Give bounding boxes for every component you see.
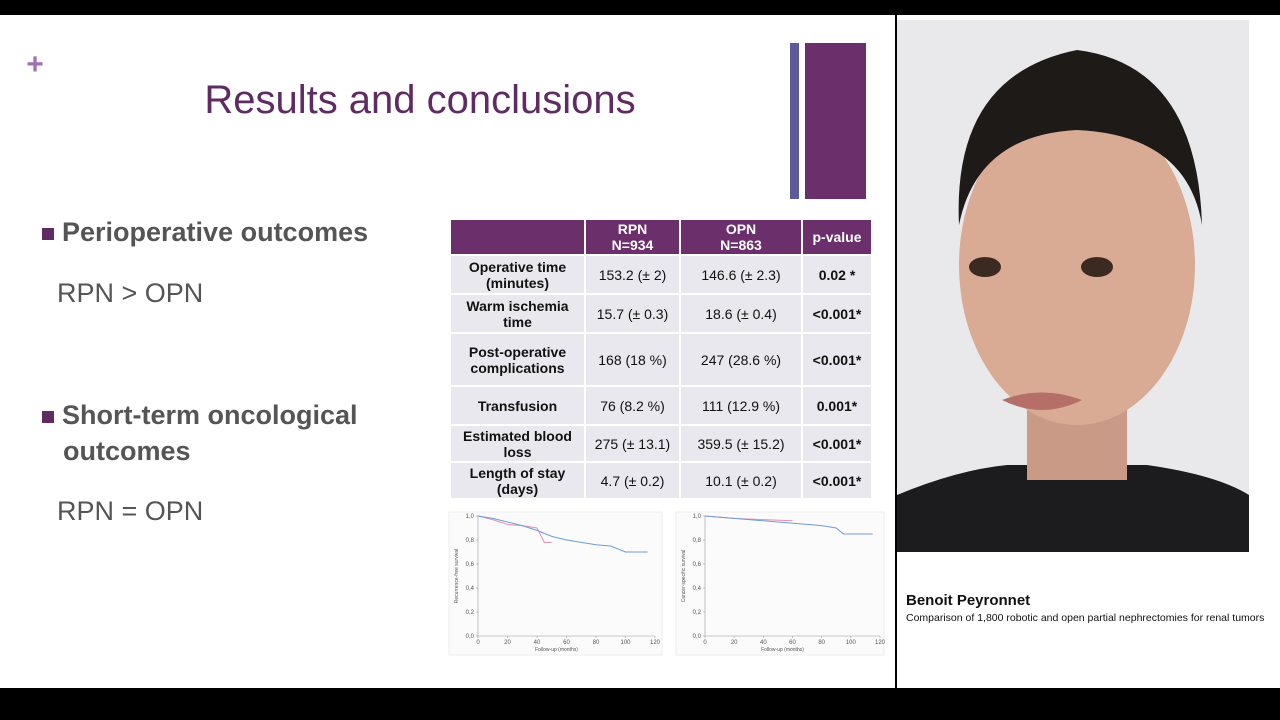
table-row: Post-operative complications 168 (18 %) 24… <box>449 332 873 387</box>
header-n: N=934 <box>611 237 654 253</box>
table-cell: <0.001* <box>801 424 873 463</box>
x-axis-label: Follow-up (months) <box>535 647 578 653</box>
table-cell: 18.6 (± 0.4) <box>679 293 803 334</box>
y-tick-label: 0,2 <box>466 610 475 616</box>
header-n: N=863 <box>720 237 762 253</box>
bullet-text: RPN > OPN <box>57 278 204 308</box>
x-tick-label: 40 <box>534 640 541 646</box>
table-row: Estimated blood loss 275 (± 13.1) 359.5 (±… <box>449 424 873 463</box>
table-cell: 0.02 * <box>801 254 873 295</box>
bullet-marker <box>42 410 54 423</box>
survival-line <box>704 515 873 535</box>
table-row: Warm ischemia time 15.7 (± 0.3) 18.6 (± 0.… <box>449 293 873 334</box>
bullet: Perioperative outcomes <box>42 214 402 250</box>
table-row: Length of stay (days) 4.7 (± 0.2) 10.1 (± … <box>449 461 873 500</box>
table-row: Transfusion 76 (8.2 %) 111 (12.9 %) 0.001* <box>449 385 873 426</box>
speaker-name: Benoit Peyronnet <box>906 592 1031 609</box>
x-tick-label: 0 <box>703 640 707 646</box>
row-label: Transfusion <box>449 385 586 426</box>
x-tick-label: 120 <box>650 640 661 646</box>
x-tick-label: 120 <box>875 640 886 646</box>
header-cell: OPN N=863 <box>679 218 803 256</box>
x-tick-label: 0 <box>476 640 480 646</box>
table-cell: 247 (28.6 %) <box>679 332 803 387</box>
header-label: RPN <box>617 221 648 237</box>
table-cell: 0.001* <box>801 385 873 426</box>
table-cell: 153.2 (± 2) <box>584 254 681 295</box>
y-axis-label: Recurrence-free survival <box>454 549 460 603</box>
bullet-heading: Short-term oncological outcomes <box>62 400 358 466</box>
survival-line <box>477 515 648 553</box>
y-tick-label: 0,4 <box>693 586 702 592</box>
y-tick-label: 0,8 <box>693 538 702 544</box>
header-cell: p-value <box>801 218 873 256</box>
header-cell: RPN N=934 <box>584 218 681 256</box>
y-tick-label: 1,0 <box>693 514 702 520</box>
x-tick-label: 80 <box>818 640 825 646</box>
face <box>959 105 1195 425</box>
header-cell <box>449 218 586 256</box>
x-tick-label: 100 <box>620 640 631 646</box>
bullet-marker <box>42 227 54 240</box>
table-cell: 4.7 (± 0.2) <box>584 461 681 500</box>
table-cell: 111 (12.9 %) <box>679 385 803 426</box>
x-axis-label: Follow-up (months) <box>761 647 804 653</box>
row-label: Post-operative complications <box>449 332 586 387</box>
y-tick-label: 0,6 <box>466 562 475 568</box>
results-table: RPN N=934 OPN N=863 p-value Operative time (m… <box>449 218 873 500</box>
row-label: Operative time (minutes) <box>449 254 586 295</box>
speaker-caption: Comparison of 1,800 robotic and open par… <box>906 612 1265 624</box>
table-cell: 275 (± 13.1) <box>584 424 681 463</box>
slide-title: Results and conclusions <box>204 78 636 122</box>
accent-bar <box>805 43 866 199</box>
x-tick-label: 80 <box>593 640 600 646</box>
plus-icon: + <box>26 48 44 81</box>
table-cell: 76 (8.2 %) <box>584 385 681 426</box>
y-tick-label: 0,2 <box>693 610 702 616</box>
header-row: RPN N=934 OPN N=863 p-value <box>449 218 873 256</box>
y-tick-label: 1,0 <box>466 514 475 520</box>
y-axis-label: Cancer-specific survival <box>681 550 687 603</box>
x-tick-label: 100 <box>846 640 857 646</box>
mouth <box>1002 392 1082 410</box>
x-tick-label: 40 <box>760 640 767 646</box>
table-cell: 168 (18 %) <box>584 332 681 387</box>
table-cell: <0.001* <box>801 461 873 500</box>
table-cell: <0.001* <box>801 332 873 387</box>
chart-frame <box>675 511 885 656</box>
hair <box>958 50 1202 225</box>
table-cell: 15.7 (± 0.3) <box>584 293 681 334</box>
eye <box>969 257 1001 277</box>
row-label: Length of stay (days) <box>449 461 586 500</box>
y-tick-label: 0,6 <box>693 562 702 568</box>
table-cell: 146.6 (± 2.3) <box>679 254 803 295</box>
chart-frame <box>448 511 663 656</box>
eye <box>1081 257 1113 277</box>
y-tick-label: 0,0 <box>466 634 475 640</box>
y-tick-label: 0,0 <box>693 634 702 640</box>
speaker-photo <box>897 20 1249 552</box>
bullet-text: RPN = OPN <box>57 496 204 526</box>
table-cell: 10.1 (± 0.2) <box>679 461 803 500</box>
x-tick-label: 60 <box>789 640 796 646</box>
table-row: Operative time (minutes) 153.2 (± 2) 146.6… <box>449 254 873 295</box>
bullet-heading: Perioperative outcomes <box>62 217 369 247</box>
table-cell: <0.001* <box>801 293 873 334</box>
row-label: Warm ischemia time <box>449 293 586 334</box>
row-label: Estimated blood loss <box>449 424 586 463</box>
accent-bar <box>790 43 799 199</box>
shirt <box>897 465 1249 552</box>
header-label: p-value <box>812 229 862 245</box>
y-tick-label: 0,4 <box>466 586 475 592</box>
header-label: OPN <box>725 221 757 237</box>
x-tick-label: 20 <box>731 640 738 646</box>
x-tick-label: 60 <box>563 640 570 646</box>
bullet: Short-term oncological outcomes <box>42 397 423 469</box>
table-cell: 359.5 (± 15.2) <box>679 424 803 463</box>
x-tick-label: 20 <box>504 640 511 646</box>
y-tick-label: 0,8 <box>466 538 475 544</box>
